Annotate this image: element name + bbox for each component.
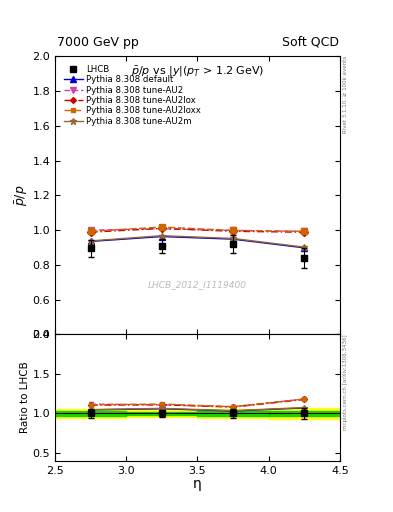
Text: mcplots.cern.ch [arXiv:1306.3436]: mcplots.cern.ch [arXiv:1306.3436] <box>343 334 348 430</box>
Text: 7000 GeV pp: 7000 GeV pp <box>57 36 139 49</box>
Y-axis label: Ratio to LHCB: Ratio to LHCB <box>20 361 29 434</box>
Text: $\bar{p}/p$ vs $|y|$($p_{T}$ > 1.2 GeV): $\bar{p}/p$ vs $|y|$($p_{T}$ > 1.2 GeV) <box>131 65 264 79</box>
Text: Rivet 3.1.10, ≥ 100k events: Rivet 3.1.10, ≥ 100k events <box>343 56 348 134</box>
Text: LHCB_2012_I1119400: LHCB_2012_I1119400 <box>148 280 247 289</box>
Y-axis label: $\bar{p}/p$: $\bar{p}/p$ <box>13 185 29 206</box>
X-axis label: η: η <box>193 477 202 491</box>
Legend: LHCB, Pythia 8.308 default, Pythia 8.308 tune-AU2, Pythia 8.308 tune-AU2lox, Pyt: LHCB, Pythia 8.308 default, Pythia 8.308… <box>62 63 203 127</box>
Text: Soft QCD: Soft QCD <box>282 36 339 49</box>
